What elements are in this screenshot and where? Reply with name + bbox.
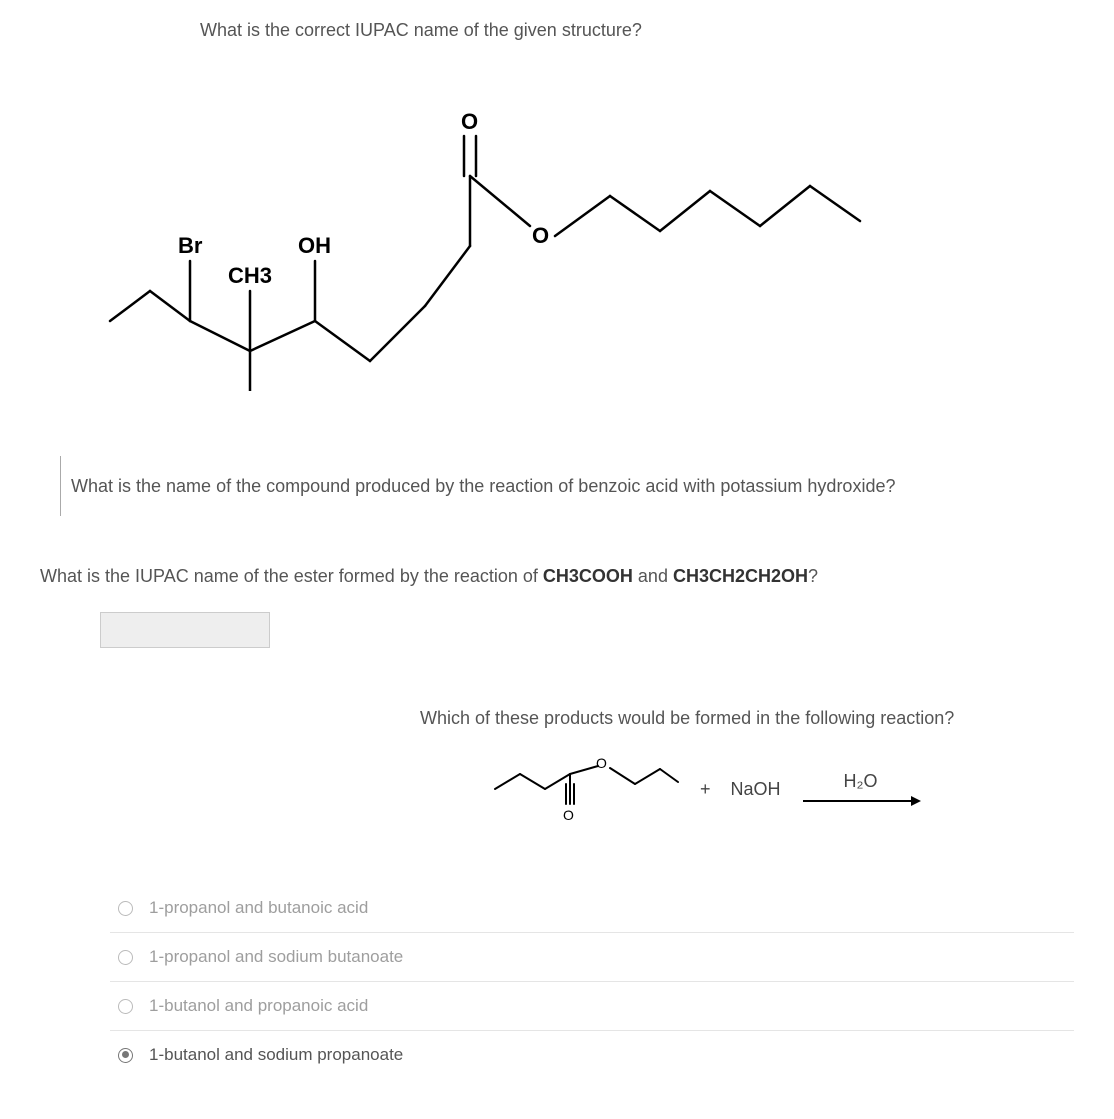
- q4-block: Which of these products would be formed …: [420, 708, 1074, 824]
- q3-mid: and: [633, 566, 673, 586]
- h2o-label: H₂O: [844, 771, 878, 792]
- radio-icon: [118, 901, 133, 916]
- q3-r2: CH3CH2CH2OH: [673, 566, 808, 586]
- q4-prompt: Which of these products would be formed …: [420, 708, 1074, 729]
- q2-text: What is the name of the compound produce…: [71, 476, 895, 497]
- q4-o-double: O: [563, 807, 574, 823]
- label-ch3-top: CH3: [228, 263, 272, 288]
- q3-suffix: ?: [808, 566, 818, 586]
- q3-r1: CH3COOH: [543, 566, 633, 586]
- option-label: 1-propanol and butanoic acid: [149, 898, 368, 918]
- label-o-ester: O: [532, 223, 549, 248]
- quiz-page: What is the correct IUPAC name of the gi…: [0, 0, 1114, 1119]
- radio-icon: [118, 999, 133, 1014]
- option-a[interactable]: 1-propanol and butanoic acid: [110, 884, 1074, 933]
- option-d[interactable]: 1-butanol and sodium propanoate: [110, 1031, 1074, 1079]
- label-oh: OH: [298, 233, 331, 258]
- q3-prompt: What is the IUPAC name of the ester form…: [40, 566, 1074, 587]
- option-c[interactable]: 1-butanol and propanoic acid: [110, 982, 1074, 1031]
- plus-sign: +: [700, 779, 711, 800]
- q2-prompt: What is the name of the compound produce…: [60, 456, 1074, 516]
- naoh-label: NaOH: [731, 779, 781, 800]
- radio-icon: [118, 1048, 133, 1063]
- q3-prefix: What is the IUPAC name of the ester form…: [40, 566, 543, 586]
- option-label: 1-butanol and propanoic acid: [149, 996, 368, 1016]
- option-b[interactable]: 1-propanol and sodium butanoate: [110, 933, 1074, 982]
- q4-o-single: O: [596, 755, 607, 771]
- q4-ester-structure: O O: [490, 754, 680, 824]
- reaction-arrow: H₂O: [801, 771, 921, 808]
- reaction-row: O O + NaOH H₂O: [490, 754, 1074, 824]
- q1-prompt: What is the correct IUPAC name of the gi…: [200, 20, 1074, 41]
- label-br: Br: [178, 233, 203, 258]
- q1-structure: Br OH CH3 CH3 O O: [100, 61, 880, 391]
- option-label: 1-propanol and sodium butanoate: [149, 947, 403, 967]
- label-o-top: O: [461, 109, 478, 134]
- radio-icon: [118, 950, 133, 965]
- q3-answer-input[interactable]: [100, 612, 270, 648]
- option-label: 1-butanol and sodium propanoate: [149, 1045, 403, 1065]
- q4-options: 1-propanol and butanoic acid 1-propanol …: [110, 884, 1074, 1079]
